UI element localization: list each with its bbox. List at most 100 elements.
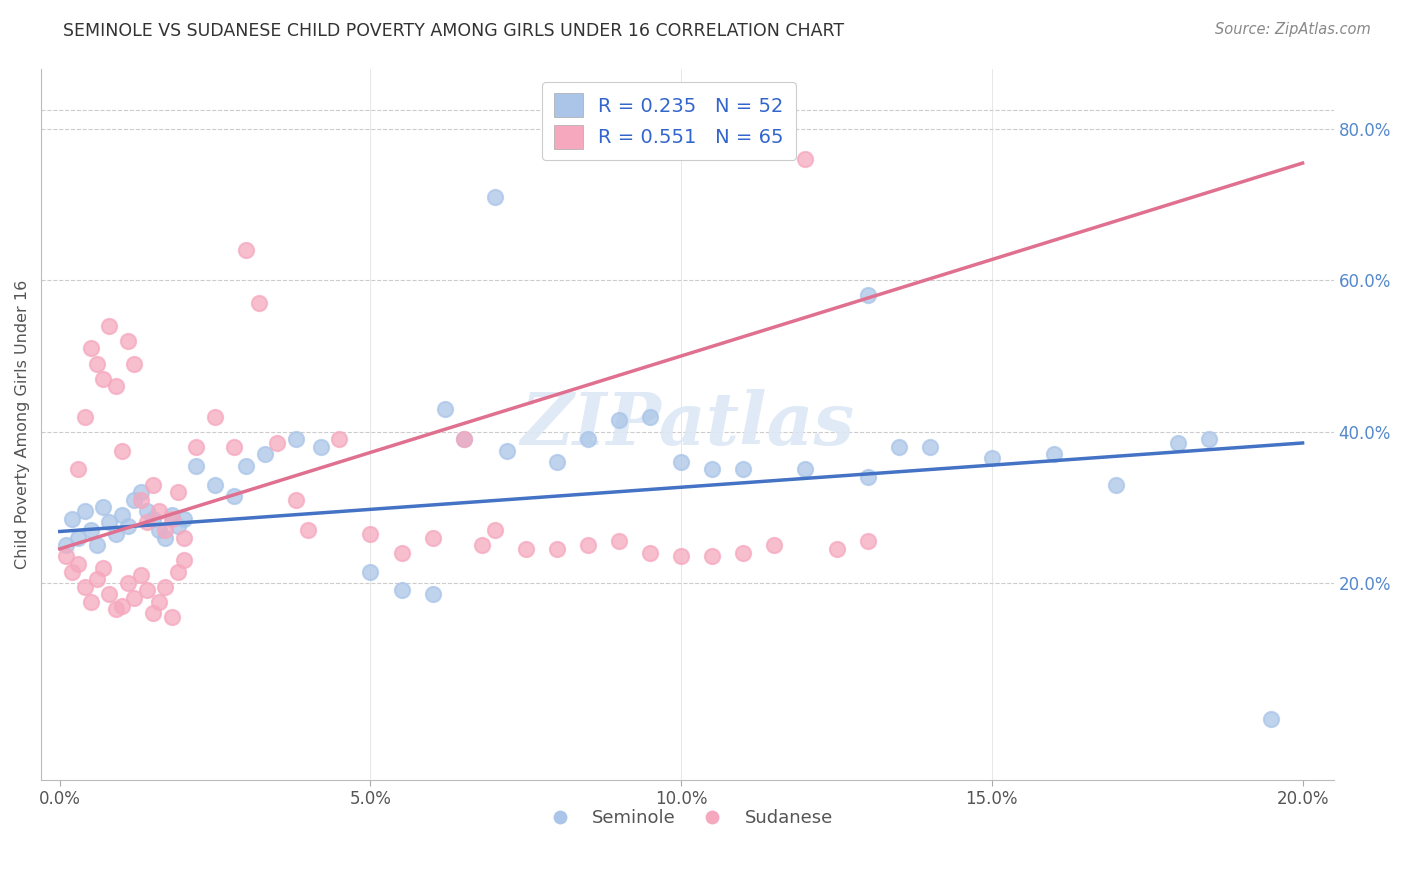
Point: [160, 508, 183, 522]
Point: [204, 477, 226, 491]
Point: [222, 489, 245, 503]
Point: [80, 523, 103, 537]
Point: [155, 531, 177, 545]
Point: [129, 485, 152, 500]
Point: [484, 523, 506, 537]
Point: [117, 519, 139, 533]
Point: [73, 409, 96, 424]
Point: [297, 523, 319, 537]
Point: [1260, 712, 1282, 726]
Point: [55, 538, 77, 552]
Point: [186, 458, 208, 473]
Point: [60, 511, 83, 525]
Point: [166, 485, 188, 500]
Point: [86, 572, 108, 586]
Point: [284, 432, 307, 446]
Point: [129, 568, 152, 582]
Point: [576, 538, 599, 552]
Point: [160, 610, 183, 624]
Point: [856, 534, 879, 549]
Point: [309, 440, 332, 454]
Point: [148, 523, 170, 537]
Point: [453, 432, 475, 446]
Point: [98, 516, 121, 530]
Point: [391, 546, 413, 560]
Text: ZIPatlas: ZIPatlas: [520, 389, 855, 459]
Point: [702, 462, 724, 476]
Point: [98, 587, 121, 601]
Point: [67, 531, 90, 545]
Point: [794, 462, 817, 476]
Point: [148, 504, 170, 518]
Point: [111, 508, 134, 522]
Point: [86, 538, 108, 552]
Point: [235, 243, 257, 257]
Point: [359, 526, 381, 541]
Point: [918, 440, 941, 454]
Point: [80, 342, 103, 356]
Point: [98, 318, 121, 333]
Point: [73, 504, 96, 518]
Point: [142, 511, 165, 525]
Point: [124, 357, 146, 371]
Point: [91, 561, 114, 575]
Point: [111, 599, 134, 613]
Point: [155, 580, 177, 594]
Point: [607, 413, 630, 427]
Point: [135, 516, 157, 530]
Point: [733, 462, 755, 476]
Point: [328, 432, 350, 446]
Point: [856, 470, 879, 484]
Point: [91, 500, 114, 515]
Point: [204, 409, 226, 424]
Point: [55, 549, 77, 564]
Point: [576, 432, 599, 446]
Point: [702, 549, 724, 564]
Point: [86, 357, 108, 371]
Point: [669, 549, 692, 564]
Point: [80, 595, 103, 609]
Point: [980, 451, 1002, 466]
Point: [135, 504, 157, 518]
Point: [124, 492, 146, 507]
Point: [160, 511, 183, 525]
Point: [73, 580, 96, 594]
Text: SEMINOLE VS SUDANESE CHILD POVERTY AMONG GIRLS UNDER 16 CORRELATION CHART: SEMINOLE VS SUDANESE CHILD POVERTY AMONG…: [63, 22, 845, 40]
Point: [104, 602, 127, 616]
Point: [546, 541, 568, 556]
Point: [484, 190, 506, 204]
Point: [607, 534, 630, 549]
Point: [794, 153, 817, 167]
Text: Source: ZipAtlas.com: Source: ZipAtlas.com: [1215, 22, 1371, 37]
Point: [763, 538, 786, 552]
Point: [135, 583, 157, 598]
Point: [124, 591, 146, 605]
Point: [284, 492, 307, 507]
Point: [496, 443, 519, 458]
Point: [391, 583, 413, 598]
Point: [173, 531, 195, 545]
Point: [117, 334, 139, 348]
Point: [515, 541, 537, 556]
Point: [222, 440, 245, 454]
Point: [266, 436, 288, 450]
Point: [253, 447, 276, 461]
Point: [638, 546, 661, 560]
Point: [471, 538, 494, 552]
Point: [91, 372, 114, 386]
Point: [155, 523, 177, 537]
Point: [1198, 432, 1220, 446]
Point: [173, 511, 195, 525]
Point: [186, 440, 208, 454]
Point: [117, 576, 139, 591]
Point: [669, 455, 692, 469]
Point: [111, 443, 134, 458]
Point: [173, 553, 195, 567]
Point: [67, 557, 90, 571]
Point: [733, 546, 755, 560]
Legend: Seminole, Sudanese: Seminole, Sudanese: [534, 802, 841, 835]
Point: [1105, 477, 1128, 491]
Point: [60, 565, 83, 579]
Point: [422, 531, 444, 545]
Point: [148, 595, 170, 609]
